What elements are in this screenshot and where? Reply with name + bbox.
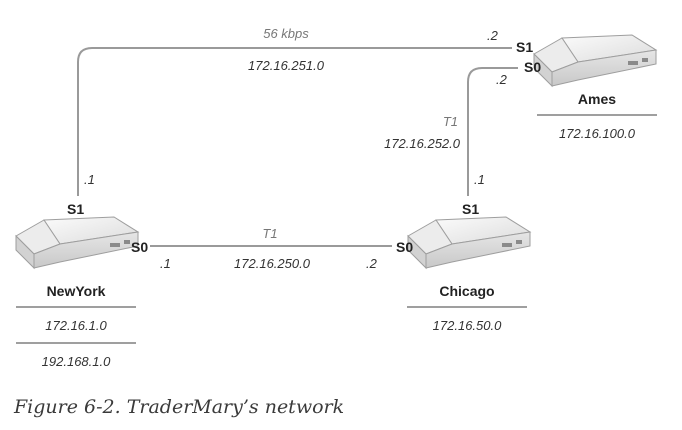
lan-ames-1: 172.16.100.0 [559, 126, 636, 141]
chicago-s1-label: S1 [462, 201, 479, 217]
ames-s1-addr: .2 [487, 28, 499, 43]
lan-chicago-1: 172.16.50.0 [433, 318, 502, 333]
link-ames-chicago [467, 67, 518, 196]
newyork-s0-addr: .1 [160, 256, 171, 271]
ames-s0-addr: .2 [496, 72, 508, 87]
link-ames-chicago-network: 172.16.252.0 [384, 136, 461, 151]
ames-s1-label: S1 [516, 39, 533, 55]
chicago-s0-addr: .2 [366, 256, 378, 271]
newyork-s0-label: S0 [131, 239, 148, 255]
router-icon-ames [533, 34, 658, 88]
newyork-s1-addr: .1 [84, 172, 95, 187]
ames-s0-label: S0 [524, 59, 541, 75]
link-newyork-ames-network: 172.16.251.0 [248, 58, 325, 73]
newyork-s1-label: S1 [67, 201, 84, 217]
figure-caption: Figure 6-2. TraderMary’s network [14, 396, 345, 418]
link-newyork-chicago-network: 172.16.250.0 [234, 256, 311, 271]
link-newyork-ames [77, 47, 512, 196]
link-newyork-ames-speed: 56 kbps [263, 26, 309, 41]
router-name-newyork: NewYork [47, 283, 106, 299]
router-icon-chicago [407, 216, 532, 270]
link-ames-chicago-speed: T1 [443, 114, 458, 129]
router-name-chicago: Chicago [439, 283, 494, 299]
router-icon-newyork [15, 216, 140, 270]
chicago-s1-addr: .1 [474, 172, 485, 187]
chicago-s0-label: S0 [396, 239, 413, 255]
lan-newyork-2: 192.168.1.0 [42, 354, 111, 369]
router-name-ames: Ames [578, 91, 616, 107]
lan-newyork-1: 172.16.1.0 [45, 318, 107, 333]
link-newyork-chicago-speed: T1 [262, 226, 277, 241]
